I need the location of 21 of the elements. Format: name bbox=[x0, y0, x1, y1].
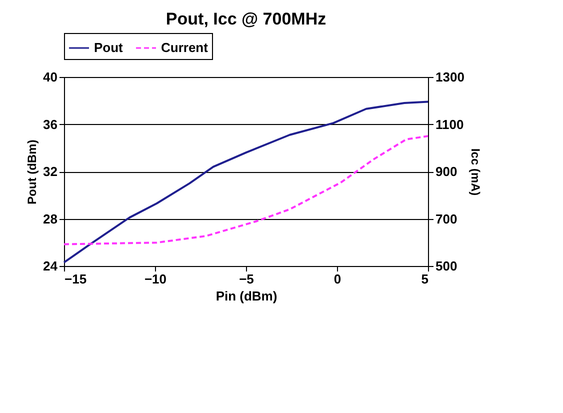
y-tick-label: 28 bbox=[43, 211, 58, 226]
y2-tick-label: 1100 bbox=[436, 116, 464, 132]
x-tick-label: 0 bbox=[334, 272, 342, 286]
y2-tick-label: 1300 bbox=[436, 70, 464, 84]
x-tick-label: −5 bbox=[239, 272, 254, 286]
legend-label: Pout bbox=[94, 40, 124, 55]
y-tick-label: 32 bbox=[43, 164, 58, 179]
y-tick-label: 36 bbox=[43, 116, 58, 132]
legend-label: Current bbox=[161, 40, 209, 55]
x-axis-title: Pin (dBm) bbox=[216, 288, 278, 304]
y-tick-label: 24 bbox=[43, 258, 58, 274]
y-axis-title: Pout (dBm) bbox=[25, 140, 40, 204]
y2-axis-title: Icc (mA) bbox=[468, 148, 482, 196]
x-tick-label: −10 bbox=[144, 272, 167, 286]
chart-title: Pout, Icc @ 700MHz bbox=[166, 10, 326, 28]
y2-tick-label: 700 bbox=[436, 211, 458, 226]
y2-tick-label: 900 bbox=[436, 164, 458, 179]
y2-tick-label: 500 bbox=[436, 258, 458, 274]
x-tick-label: −15 bbox=[64, 272, 87, 286]
y-tick-label: 40 bbox=[43, 70, 58, 84]
x-tick-label: 5 bbox=[421, 272, 428, 286]
